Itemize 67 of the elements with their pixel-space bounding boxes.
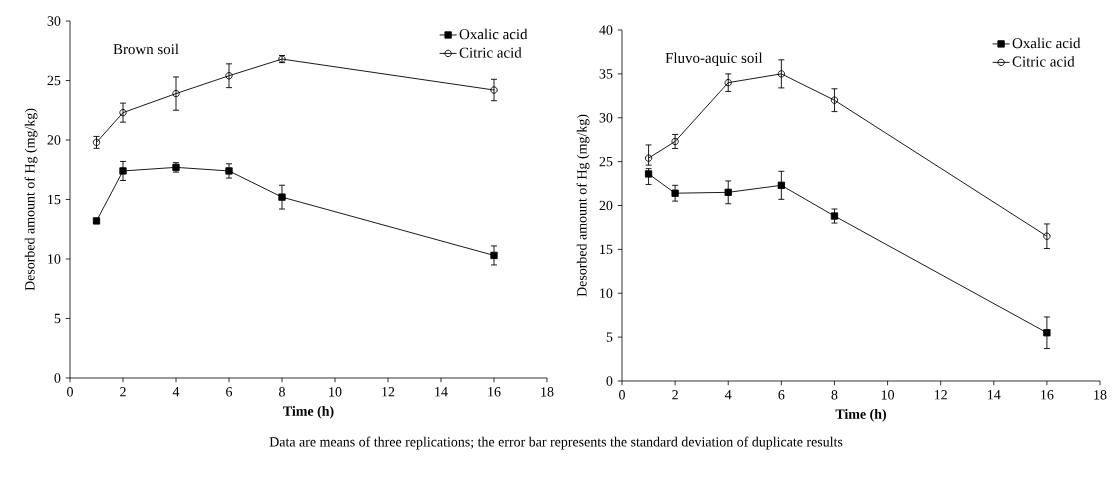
y-axis-title: Desorbed amount of Hg (mg/kg) <box>24 108 38 291</box>
point <box>724 79 732 87</box>
y-tick-label: 30 <box>599 113 613 123</box>
x-tick-label: 2 <box>120 387 126 397</box>
x-tick-label: 8 <box>831 390 838 400</box>
y-tick-label: 5 <box>606 332 613 342</box>
x-tick-label: 2 <box>672 390 678 400</box>
x-tick-label: 10 <box>881 390 894 400</box>
y-tick-label: 25 <box>47 75 61 86</box>
x-tick-label: 12 <box>934 390 947 400</box>
x-tick-label: 6 <box>778 390 785 400</box>
x-tick-label: 16 <box>488 387 501 397</box>
x-tick-label: 4 <box>725 390 732 400</box>
x-tick-label: 12 <box>382 387 395 397</box>
y-tick-label: 5 <box>54 313 61 324</box>
x-tick-label: 18 <box>1094 390 1107 400</box>
x-tick-label: 0 <box>67 387 73 397</box>
y-tick-label: 20 <box>599 200 613 211</box>
x-axis-title: Time (h) <box>835 409 887 422</box>
text: Data are means of three replications; the error bar represents the standard deviation of duplicate results <box>269 436 843 450</box>
x-tick-label: 0 <box>619 390 625 400</box>
y-tick-label: 0 <box>54 373 61 383</box>
x-tick-label: 18 <box>541 387 554 397</box>
point <box>92 217 101 225</box>
point <box>225 167 233 175</box>
y-tick-label: 20 <box>47 135 61 145</box>
point <box>1043 232 1051 240</box>
point <box>724 188 732 196</box>
x-tick-label: 6 <box>226 387 233 397</box>
y-axis-title: Desorbed amount of Hg (mg/kg) <box>576 114 590 297</box>
y-tick-label: 15 <box>600 244 613 255</box>
x-tick-label: 10 <box>329 387 342 397</box>
y-tick-label: 35 <box>599 69 613 79</box>
x-tick-label: 14 <box>988 390 1001 400</box>
x-axis-title: Time (h) <box>283 406 334 419</box>
point <box>119 108 127 117</box>
y-tick-label: 0 <box>606 376 613 386</box>
y-tick-label: 25 <box>599 156 613 167</box>
y-tick-label: 10 <box>600 288 613 298</box>
legend-label: Oxalic acid <box>459 28 528 40</box>
point <box>671 189 679 197</box>
y-tick-label: 40 <box>599 25 613 35</box>
x-tick-label: 16 <box>1041 390 1054 400</box>
x-tick-label: 4 <box>172 387 180 397</box>
point <box>777 181 785 189</box>
point <box>490 86 498 94</box>
y-tick-label: 30 <box>47 16 61 26</box>
legend-label: Citric acid <box>459 47 522 58</box>
point <box>225 72 233 80</box>
point <box>644 154 653 162</box>
legend-label: Citric acid <box>1012 56 1075 67</box>
x-tick-label: 14 <box>435 387 448 397</box>
legend-label: Oxalic acid <box>1012 37 1081 49</box>
text: Brown soil <box>113 43 179 55</box>
point <box>119 167 127 175</box>
y-tick-label: 15 <box>48 194 61 205</box>
y-tick-label: 10 <box>48 254 61 264</box>
point <box>1043 329 1051 337</box>
point <box>490 251 498 260</box>
text: Fluvo-aquic soil <box>665 52 763 66</box>
point <box>278 193 286 201</box>
point <box>172 89 180 98</box>
point <box>830 96 839 104</box>
point <box>671 137 679 146</box>
point <box>777 70 785 78</box>
point <box>830 212 839 220</box>
x-tick-label: 8 <box>279 387 285 397</box>
